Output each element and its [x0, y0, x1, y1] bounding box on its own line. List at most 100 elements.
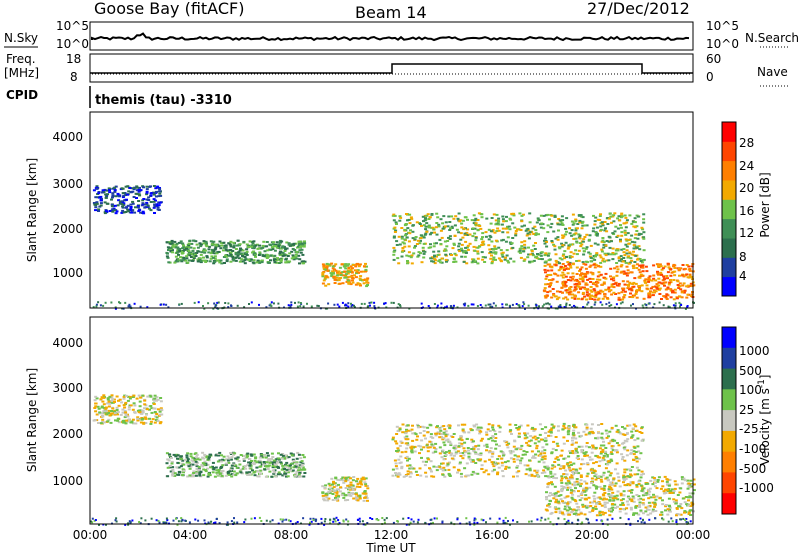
data-cell: [626, 432, 629, 435]
data-cell: [234, 464, 238, 467]
data-cell: [473, 232, 477, 235]
data-cell: [580, 272, 583, 275]
data-cell: [225, 255, 229, 258]
data-cell: [234, 457, 238, 460]
data-cell: [294, 472, 298, 475]
data-cell: [632, 247, 636, 250]
data-cell: [408, 464, 412, 467]
data-cell: [487, 244, 491, 247]
data-cell: [523, 224, 526, 227]
data-cell: [135, 397, 139, 400]
data-cell: [404, 475, 408, 477]
data-cell: [340, 263, 344, 266]
data-cell: [404, 442, 408, 445]
data-cell: [400, 465, 404, 468]
data-cell: [460, 249, 464, 252]
data-cell: [592, 281, 596, 284]
data-cell: [158, 413, 162, 416]
data-cell: [263, 462, 267, 465]
data-cell: [574, 468, 578, 471]
data-cell: [337, 279, 341, 282]
data-cell: [173, 475, 177, 477]
data-cell: [139, 396, 143, 399]
data-cell: [195, 470, 199, 473]
data-cell: [298, 472, 302, 474]
data-cell: [617, 257, 621, 260]
data-cell: [299, 457, 303, 460]
data-cell: [543, 290, 547, 293]
data-cell: [344, 267, 348, 270]
data-cell: [645, 284, 649, 287]
data-cell: [595, 226, 599, 229]
data-cell: [230, 473, 234, 476]
data-cell: [218, 451, 222, 454]
data-cell: [132, 422, 136, 425]
data-cell: [619, 265, 623, 268]
data-cell: [559, 220, 563, 223]
data-cell: [349, 477, 353, 480]
data-cell: [335, 274, 339, 277]
data-cell: [392, 250, 396, 253]
data-cell: [577, 445, 581, 448]
data-cell: [627, 239, 631, 241]
data-cell: [485, 433, 489, 436]
data-cell: [493, 440, 497, 443]
data-cell: [400, 451, 404, 454]
data-cell: [272, 302, 275, 305]
data-cell: [405, 213, 408, 215]
data-cell: [324, 267, 328, 270]
data-cell: [666, 271, 670, 274]
data-cell: [336, 303, 339, 306]
data-cell: [605, 501, 609, 504]
data-cell: [266, 249, 270, 252]
data-cell: [585, 423, 589, 426]
data-cell: [580, 298, 584, 301]
data-cell: [245, 472, 249, 475]
data-cell: [563, 285, 567, 288]
data-cell: [279, 241, 282, 244]
data-cell: [339, 486, 343, 489]
data-cell: [446, 240, 450, 242]
data-cell: [170, 242, 174, 245]
data-cell: [298, 466, 301, 469]
data-cell: [145, 185, 149, 188]
data-cell: [265, 461, 269, 464]
data-cell: [647, 497, 651, 500]
data-cell: [653, 505, 657, 508]
data-cell: [476, 472, 480, 475]
data-cell: [653, 303, 656, 306]
data-cell: [359, 284, 362, 287]
data-cell: [301, 253, 305, 256]
data-cell: [637, 245, 641, 248]
data-cell: [596, 298, 600, 301]
data-cell: [349, 271, 353, 273]
data-cell: [513, 454, 517, 457]
data-cell: [302, 475, 306, 478]
data-cell: [147, 199, 151, 201]
data-cell: [273, 471, 277, 474]
data-cell: [476, 228, 480, 231]
data-cell: [403, 224, 407, 227]
data-cell: [280, 462, 283, 465]
data-cell: [342, 481, 346, 484]
data-cell: [605, 303, 608, 306]
data-cell: [492, 248, 496, 251]
data-cell: [266, 454, 270, 457]
data-cell: [477, 444, 481, 447]
data-cell: [679, 487, 683, 490]
data-cell: [147, 207, 151, 210]
data-cell: [585, 233, 589, 236]
data-cell: [547, 434, 551, 437]
data-cell: [652, 264, 656, 267]
data-cell: [327, 302, 330, 305]
data-cell: [297, 245, 300, 248]
data-cell: [394, 440, 398, 443]
data-cell: [480, 244, 484, 246]
data-cell: [522, 301, 525, 304]
data-cell: [581, 280, 585, 283]
data-cell: [128, 303, 131, 306]
data-cell: [395, 467, 399, 470]
data-cell: [189, 259, 193, 262]
data-cell: [424, 471, 428, 474]
data-cell: [528, 212, 532, 215]
